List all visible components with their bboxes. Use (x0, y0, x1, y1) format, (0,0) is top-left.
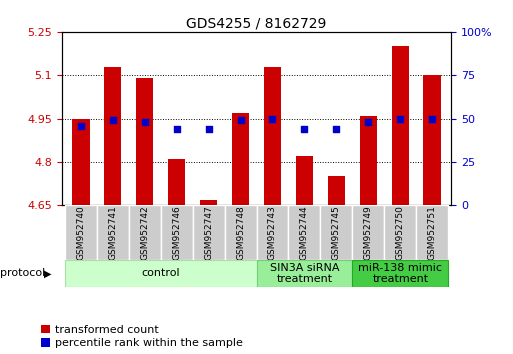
Text: protocol: protocol (0, 268, 45, 279)
Bar (423, 75, 441, 205)
Text: GSM952746: GSM952746 (172, 205, 181, 260)
Bar (384, 205, 416, 260)
Title: GDS4255 / 8162729: GDS4255 / 8162729 (186, 17, 327, 31)
Text: GSM952745: GSM952745 (332, 205, 341, 260)
Bar (225, 205, 256, 260)
Bar (264, 67, 281, 205)
Bar (192, 205, 225, 260)
Point (332, 126, 341, 132)
Bar (136, 78, 153, 205)
Point (364, 119, 372, 125)
Text: GSM952750: GSM952750 (396, 205, 405, 260)
Bar (232, 113, 249, 205)
Point (76, 123, 85, 129)
Bar (352, 260, 448, 287)
Bar (65, 205, 97, 260)
Point (172, 126, 181, 132)
Text: control: control (141, 268, 180, 279)
Text: GSM952741: GSM952741 (108, 205, 117, 260)
Text: GSM952749: GSM952749 (364, 205, 373, 260)
Text: GSM952751: GSM952751 (428, 205, 437, 260)
Bar (352, 205, 384, 260)
Bar (161, 205, 192, 260)
Bar (321, 205, 352, 260)
Text: GSM952743: GSM952743 (268, 205, 277, 260)
Bar (168, 159, 185, 205)
Text: SIN3A siRNA
treatment: SIN3A siRNA treatment (270, 263, 339, 284)
Bar (129, 205, 161, 260)
Point (268, 116, 277, 121)
Bar (360, 116, 377, 205)
Bar (391, 46, 409, 205)
Text: GSM952744: GSM952744 (300, 205, 309, 260)
Bar (256, 205, 288, 260)
Point (300, 126, 308, 132)
Point (109, 118, 117, 123)
Bar (72, 119, 90, 205)
Point (396, 116, 404, 121)
Bar (97, 205, 129, 260)
Text: GSM952742: GSM952742 (140, 205, 149, 260)
Point (141, 119, 149, 125)
Bar (65, 260, 256, 287)
Bar (200, 200, 218, 205)
Point (428, 116, 437, 121)
Text: GSM952747: GSM952747 (204, 205, 213, 260)
Text: GSM952748: GSM952748 (236, 205, 245, 260)
Text: miR-138 mimic
treatment: miR-138 mimic treatment (358, 263, 442, 284)
Bar (104, 67, 122, 205)
Bar (328, 176, 345, 205)
Point (236, 118, 245, 123)
Text: GSM952740: GSM952740 (76, 205, 85, 260)
Bar (288, 205, 321, 260)
Text: ▶: ▶ (44, 268, 51, 279)
Bar (256, 260, 352, 287)
Bar (416, 205, 448, 260)
Bar (295, 156, 313, 205)
Point (205, 126, 213, 132)
Legend: transformed count, percentile rank within the sample: transformed count, percentile rank withi… (42, 325, 243, 348)
